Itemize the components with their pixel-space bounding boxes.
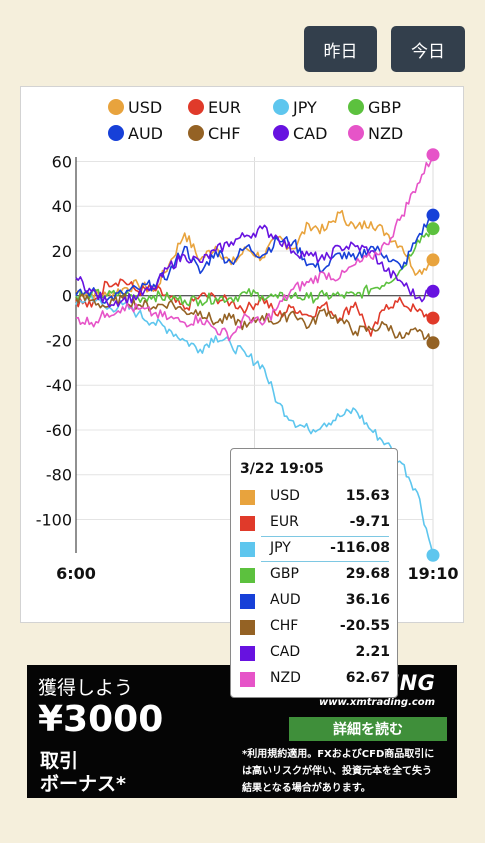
tooltip-currency: GBP [270,566,299,582]
legend-label-cad: CAD [293,124,327,143]
legend-swatch-chf [188,125,204,141]
tooltip-swatch [240,516,255,531]
tooltip-currency: USD [270,488,300,504]
tooltip-value: 62.67 [345,670,390,686]
tooltip-row-usd: USD 15.63 [240,487,390,507]
banner-line2: ボーナス* [40,773,126,795]
tooltip-currency: EUR [270,514,299,530]
tooltip-row-eur: EUR -9.71 [240,513,390,533]
legend-label-jpy: JPY [292,98,317,117]
legend-label-usd: USD [128,98,162,117]
y-tick-label: 60 [52,152,72,171]
tooltip-currency: CHF [270,618,299,634]
end-marker-aud [426,208,440,222]
legend-swatch-cad [273,125,289,141]
today-button[interactable]: 今日 [391,26,465,72]
tooltip-row-cad: CAD 2.21 [240,643,390,663]
ad-banner[interactable]: 獲得しよう ¥3000 取引 ボーナス* XMTRADING www.xmtra… [27,665,457,798]
end-marker-nzd [426,148,440,162]
banner-line1: 取引 [40,750,79,772]
tooltip-swatch [240,672,255,687]
tooltip-value: 15.63 [345,488,390,504]
series-line-eur [75,278,434,337]
series-line-gbp [75,227,434,307]
legend-label-gbp: GBP [368,98,401,117]
tooltip-swatch [240,542,255,557]
tooltip-currency: CAD [270,644,301,660]
y-tick-label: -80 [46,466,72,485]
legend-swatch-usd [108,99,124,115]
tooltip-row-nzd: NZD 62.67 [240,669,390,689]
tooltip-title: 3/22 19:05 [240,461,324,477]
end-marker-eur [426,311,440,325]
y-tick-label: -100 [36,510,72,529]
legend-label-chf: CHF [208,124,240,143]
tooltip-row-chf: CHF -20.55 [240,617,390,637]
tooltip-value: 36.16 [345,592,390,608]
tooltip-row-aud: AUD 36.16 [240,591,390,611]
legend-swatch-nzd [348,125,364,141]
tooltip-value: -9.71 [349,514,390,530]
legend-swatch-gbp [348,99,364,115]
x-tick-label: 19:10 [408,564,459,583]
banner-note-3: 結果となる場合があります。 [242,783,371,794]
tooltip-swatch [240,620,255,635]
y-tick-label: -40 [46,376,72,395]
tooltip-value: -116.08 [330,540,390,556]
tooltip-swatch [240,594,255,609]
tooltip-currency: AUD [270,592,301,608]
yesterday-button[interactable]: 昨日 [304,26,377,72]
end-marker-cad [426,284,440,298]
tooltip-row-gbp: GBP 29.68 [240,565,390,585]
tooltip-highlight-line [261,561,389,562]
series-line-cad [75,224,434,308]
tooltip-highlight-line [261,536,389,537]
y-tick-label: 0 [62,287,72,306]
chart-tooltip: 3/22 19:05 USD 15.63 EUR -9.71 JPY -116.08 GBP… [230,448,398,698]
legend-label-eur: EUR [208,98,241,117]
tooltip-value: -20.55 [339,618,390,634]
tooltip-row-jpy: JPY -116.08 [240,539,390,559]
x-tick-label: 6:00 [56,564,96,583]
legend-label-aud: AUD [128,124,163,143]
y-tick-label: -60 [46,421,72,440]
legend-swatch-aud [108,125,124,141]
banner-url: www.xmtrading.com [319,697,436,708]
legend-swatch-jpy [273,99,289,115]
tooltip-swatch [240,646,255,661]
y-tick-label: 20 [52,242,72,261]
legend-label-nzd: NZD [368,124,403,143]
tooltip-currency: NZD [270,670,301,686]
banner-cta-button[interactable]: 詳細を読む [289,717,447,741]
legend-swatch-eur [188,99,204,115]
banner-note-2: は高いリスクが伴い、投資元本を全て失う [242,766,432,777]
end-marker-usd [426,253,440,267]
tooltip-swatch [240,490,255,505]
series-line-jpy [75,294,434,556]
tooltip-value: 2.21 [355,644,390,660]
end-marker-chf [426,336,440,350]
tooltip-currency: JPY [270,540,291,556]
series-line-nzd [75,154,434,342]
y-tick-label: 40 [52,197,72,216]
tooltip-value: 29.68 [345,566,390,582]
end-marker-gbp [426,222,440,236]
end-marker-jpy [426,548,440,562]
tooltip-swatch [240,568,255,583]
banner-note-1: *利用規約適用。FXおよびCFD商品取引に [242,749,435,760]
banner-headline: 獲得しよう [38,677,134,699]
series-line-usd [75,209,434,300]
currency-strength-chart: 6040200-20-40-60-80-1006:0012:0019:10USD… [36,98,459,583]
series-line-aud [75,214,434,304]
y-tick-label: -20 [46,331,72,350]
banner-amount: ¥3000 [38,699,164,740]
